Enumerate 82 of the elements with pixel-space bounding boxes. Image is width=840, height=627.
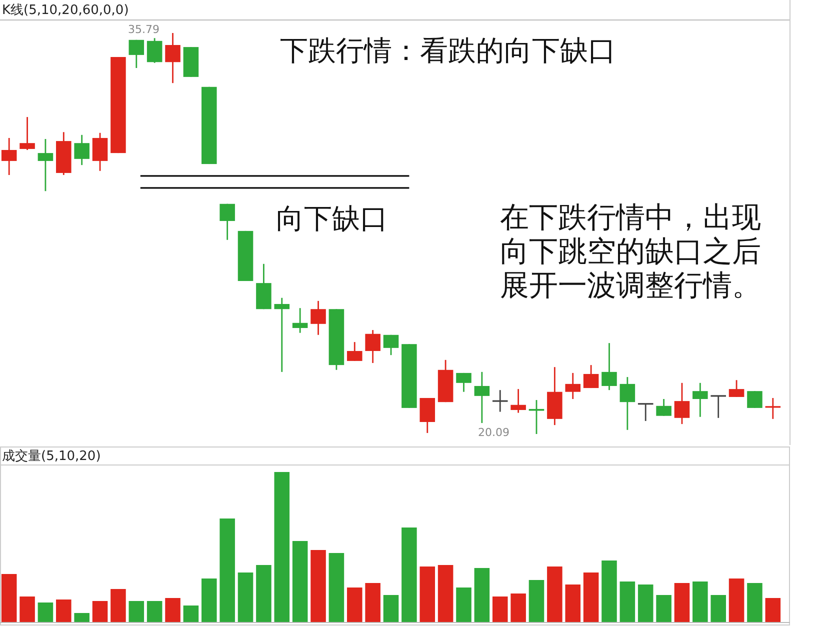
bar: [402, 528, 417, 622]
annotation: 在下跌行情中，出现向下跳空的缺口之后展开一波调整行情。: [500, 200, 762, 303]
candlestick: [656, 398, 672, 417]
annotation: 向下缺口: [276, 201, 388, 237]
bar: [274, 472, 290, 622]
candlestick: [274, 297, 290, 373]
candlestick: [310, 300, 326, 336]
candlestick: [674, 382, 690, 425]
bar: [438, 565, 454, 622]
candlestick: [728, 379, 744, 398]
candlestick: [510, 388, 526, 414]
candlestick: [456, 372, 472, 393]
bar: [310, 550, 326, 622]
candlestick: [365, 329, 380, 364]
bar: [765, 598, 781, 622]
annotation: 20.09: [478, 426, 510, 439]
bar: [602, 560, 617, 622]
annotation: 35.79: [128, 23, 160, 36]
bar: [38, 602, 54, 622]
bar: [74, 613, 90, 622]
candlestick: [492, 389, 508, 412]
bar: [747, 583, 762, 622]
bar: [456, 588, 472, 622]
bar: [20, 596, 35, 622]
bar: [510, 594, 526, 622]
bar: [528, 580, 544, 622]
candlestick: [74, 134, 90, 166]
bar: [346, 588, 362, 622]
candlestick: [383, 334, 399, 356]
candlestick: [565, 372, 580, 400]
candlestick: [765, 397, 781, 420]
chart-title: K线(5,10,20,60,0,0): [2, 3, 129, 18]
bar: [220, 518, 235, 622]
bar: [110, 589, 126, 622]
bar: [565, 584, 580, 622]
bar: [92, 601, 108, 622]
bar: [292, 541, 308, 622]
candlestick: [346, 341, 362, 362]
candlestick: [620, 376, 636, 431]
bar: [183, 606, 199, 622]
bar: [728, 578, 744, 622]
candlestick: [146, 37, 162, 64]
candlestick: [583, 364, 599, 389]
bar: [56, 600, 72, 622]
bar: [474, 568, 490, 622]
bar: [638, 584, 654, 622]
candlestick: [528, 399, 544, 435]
chart-title: 成交量(5,10,20): [2, 448, 101, 464]
bar: [383, 595, 399, 622]
candlestick: [638, 403, 654, 422]
bar: [420, 566, 436, 622]
bar: [547, 566, 562, 622]
bar: [365, 583, 380, 622]
bar: [710, 595, 726, 622]
bar: [656, 595, 672, 622]
candlestick: [710, 395, 726, 419]
bar: [492, 596, 508, 622]
bar: [146, 601, 162, 622]
candlestick: [292, 307, 308, 334]
candlestick: [602, 342, 617, 391]
candlestick: [128, 39, 144, 69]
bar: [238, 572, 254, 622]
bar: [583, 572, 599, 622]
bar: [256, 565, 272, 622]
bar: [620, 582, 636, 622]
candlestick: [692, 382, 708, 418]
bar: [128, 601, 144, 622]
candlestick: [220, 203, 235, 241]
candlestick: [20, 116, 35, 151]
bar: [674, 583, 690, 622]
candlestick: [474, 371, 490, 424]
bar: [328, 553, 344, 622]
bar: [165, 598, 180, 622]
bar: [692, 582, 708, 622]
candlestick: [747, 390, 762, 409]
candlestick: [165, 32, 180, 84]
candlestick: [1, 137, 17, 176]
annotation: 下跌行情：看跌的向下缺口: [280, 33, 616, 69]
candlestick: [92, 132, 108, 172]
candlestick: [38, 138, 54, 192]
bar: [1, 574, 17, 622]
bar: [202, 578, 217, 622]
